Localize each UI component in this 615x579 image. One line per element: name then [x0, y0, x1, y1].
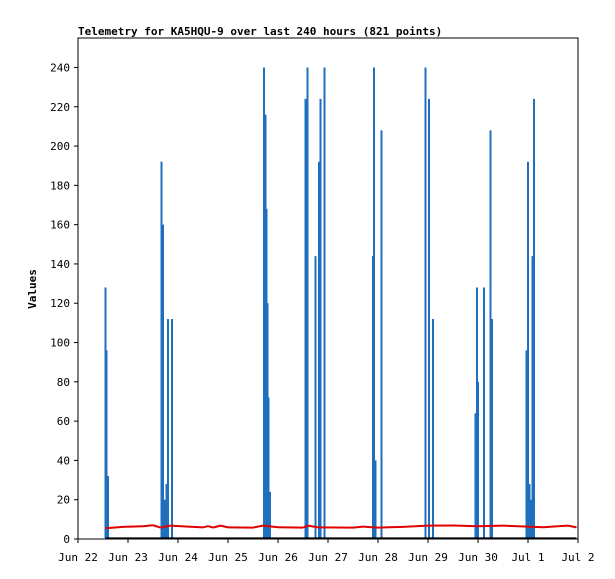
data-segment — [527, 525, 544, 529]
chart-title: Telemetry for KA5HQU-9 over last 240 hou… — [78, 25, 442, 38]
y-tick-label: 120 — [50, 297, 70, 310]
y-tick-label: 0 — [63, 533, 70, 546]
series-1 — [105, 524, 577, 530]
y-tick-label: 240 — [50, 61, 70, 74]
y-tick-label: 20 — [57, 494, 70, 507]
x-tick-label: Jun 27 — [308, 551, 348, 564]
y-tick-label: 220 — [50, 101, 70, 114]
data-segment — [202, 525, 209, 529]
data-segment — [252, 524, 264, 529]
x-tick-label: Jun 24 — [158, 551, 198, 564]
x-tick-label: Jun 22 — [58, 551, 98, 564]
y-tick-label: 200 — [50, 140, 70, 153]
data-segment — [307, 524, 319, 529]
y-axis: 0 20 40 60 80 100 120 140 160 180 200 220 240 — [50, 61, 78, 546]
x-tick-label: Jun 25 — [208, 551, 248, 564]
data-segment — [557, 524, 569, 528]
x-tick-label: Jun 26 — [258, 551, 298, 564]
data-segment — [502, 524, 529, 528]
data-segment — [212, 524, 221, 529]
data-segment — [142, 524, 154, 528]
series-layer — [104, 67, 577, 540]
series-0 — [104, 67, 535, 539]
data-segment — [220, 524, 229, 529]
y-tick-label: 80 — [57, 376, 70, 389]
y-axis-label: Values — [26, 269, 39, 309]
data-segment — [207, 525, 214, 529]
data-segment — [352, 525, 364, 529]
x-tick-label: Jun 28 — [358, 551, 398, 564]
data-segment — [377, 525, 404, 529]
y-tick-label: 60 — [57, 415, 70, 428]
data-segment — [262, 524, 279, 529]
data-segment — [160, 524, 171, 529]
x-tick-label: Jul 1 — [511, 551, 544, 564]
x-axis: Jun 22 Jun 23 Jun 24 Jun 25 Jun 26 Jun 27 Jun … — [58, 539, 595, 564]
x-tick-label: Jun 23 — [108, 551, 148, 564]
y-tick-label: 140 — [50, 258, 70, 271]
data-segment — [477, 524, 504, 528]
y-tick-label: 40 — [57, 454, 70, 467]
y-tick-label: 180 — [50, 179, 70, 192]
data-segment — [302, 524, 309, 529]
data-segment — [187, 525, 204, 529]
data-segment — [362, 525, 379, 529]
x-tick-label: Jun 29 — [408, 551, 448, 564]
data-segment — [105, 525, 124, 530]
data-segment — [152, 524, 161, 529]
y-tick-label: 100 — [50, 337, 70, 350]
x-tick-label: Jul 2 — [561, 551, 594, 564]
data-segment — [567, 524, 577, 529]
data-segment — [170, 524, 189, 528]
data-segment — [402, 524, 429, 528]
data-segment — [452, 524, 479, 528]
y-tick-label: 160 — [50, 219, 70, 232]
data-segment — [542, 525, 559, 529]
data-segment — [122, 525, 144, 528]
plot-area — [77, 37, 579, 540]
x-tick-label: Jun 30 — [458, 551, 498, 564]
